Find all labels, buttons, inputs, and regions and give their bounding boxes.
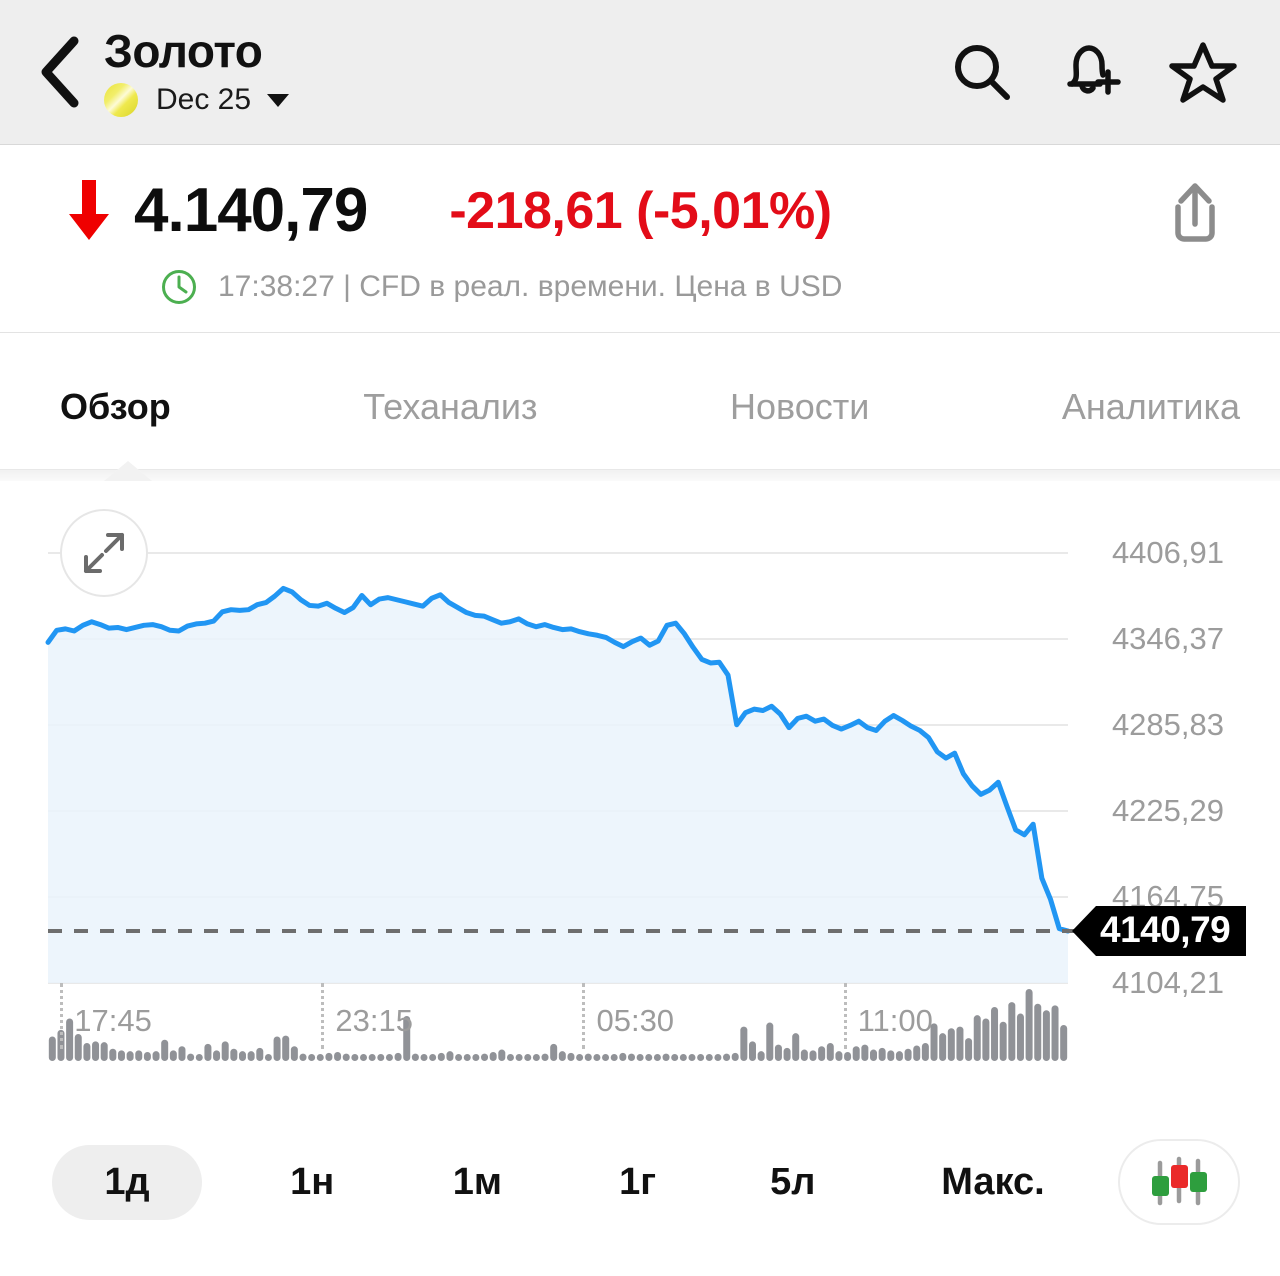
quote-status-row: 17:38:27 | CFD в реал. времени. Цена в U… xyxy=(0,268,1280,306)
section-tabs: Обзор Теханализ Новости Аналитика xyxy=(0,333,1280,481)
create-alert-button[interactable] xyxy=(1058,39,1124,105)
period-1y[interactable]: 1г xyxy=(619,1160,657,1203)
top-navigation-bar: Золото Dec 25 xyxy=(0,0,1280,145)
search-button[interactable] xyxy=(950,40,1014,104)
watchlist-button[interactable] xyxy=(1168,39,1238,105)
expand-arrows-icon xyxy=(84,533,124,573)
y-axis-label: 4406,91 xyxy=(1111,535,1224,570)
arrow-down-red-icon xyxy=(69,179,109,240)
bell-plus-icon xyxy=(1067,45,1121,95)
chart-type-button[interactable] xyxy=(1118,1139,1241,1225)
back-button[interactable] xyxy=(26,32,96,112)
tab-news[interactable]: Новости xyxy=(730,386,870,427)
active-tab-pointer xyxy=(104,461,152,481)
tab-technical[interactable]: Теханализ xyxy=(363,386,538,427)
x-axis-label: 17:45 xyxy=(74,1003,152,1038)
navbar-actions xyxy=(950,39,1256,105)
expand-chart-button[interactable] xyxy=(60,509,148,597)
share-icon xyxy=(1175,183,1215,242)
quote-panel: 4.140,79 -218,61 (-5,01%) 17:38:27 | CFD… xyxy=(0,145,1280,333)
clock-icon xyxy=(162,270,196,304)
y-axis-label: 4346,37 xyxy=(1111,621,1224,656)
search-icon xyxy=(955,45,1010,100)
contract-label: Dec 25 xyxy=(156,83,252,117)
chevron-left-icon xyxy=(41,36,79,108)
contract-selector[interactable]: Dec 25 xyxy=(104,83,290,118)
gold-commodity-icon xyxy=(104,83,138,118)
x-axis-tick xyxy=(582,983,586,1049)
x-axis-labels: 17:45 23:15 05:30 11:00 xyxy=(0,983,1280,1067)
quote-main-row: 4.140,79 -218,61 (-5,01%) xyxy=(0,175,1280,246)
price-tag-value: 4140,79 xyxy=(1096,906,1247,957)
period-1w[interactable]: 1н xyxy=(290,1160,335,1203)
y-axis-label: 4104,21 xyxy=(1111,965,1224,1000)
y-axis-label: 4225,29 xyxy=(1111,793,1224,828)
x-axis-tick xyxy=(60,983,64,1049)
price-chart[interactable]: 4406,91 4346,37 4285,83 4225,29 4164,75 4104,… xyxy=(0,481,1280,1121)
last-price: 4.140,79 xyxy=(134,176,368,245)
page-title: Золото xyxy=(104,24,263,77)
instrument-title-block[interactable]: Золото Dec 25 xyxy=(104,24,290,118)
tab-analytics[interactable]: Аналитика xyxy=(1061,386,1241,427)
chart-canvas[interactable] xyxy=(0,481,1280,1121)
price-change: -218,61 (-5,01%) xyxy=(449,181,832,240)
x-axis-tick xyxy=(843,983,847,1049)
x-axis-label: 05:30 xyxy=(596,1003,675,1038)
price-tag-pointer xyxy=(1072,906,1096,957)
x-axis-label: 23:15 xyxy=(335,1003,413,1038)
share-button[interactable] xyxy=(1166,179,1224,254)
current-price-tag: 4140,79 xyxy=(1072,906,1247,957)
period-5y[interactable]: 5л xyxy=(770,1160,816,1203)
period-1m[interactable]: 1м xyxy=(452,1160,503,1203)
candlestick-icon xyxy=(1152,1156,1208,1206)
star-icon xyxy=(1169,42,1237,103)
period-1d[interactable]: 1д xyxy=(52,1144,202,1220)
y-axis-label: 4285,83 xyxy=(1111,707,1224,742)
period-max[interactable]: Макс. xyxy=(941,1160,1045,1203)
quote-status-text: 17:38:27 | CFD в реал. времени. Цена в U… xyxy=(218,270,843,303)
timeframe-selector: 1д 1н 1м 1г 5л Макс. xyxy=(0,1121,1280,1243)
tabs-divider xyxy=(0,469,1280,481)
chevron-down-icon[interactable] xyxy=(267,93,290,107)
x-axis-label: 11:00 xyxy=(857,1003,933,1038)
tab-overview[interactable]: Обзор xyxy=(60,386,171,427)
x-axis-tick xyxy=(321,983,325,1049)
